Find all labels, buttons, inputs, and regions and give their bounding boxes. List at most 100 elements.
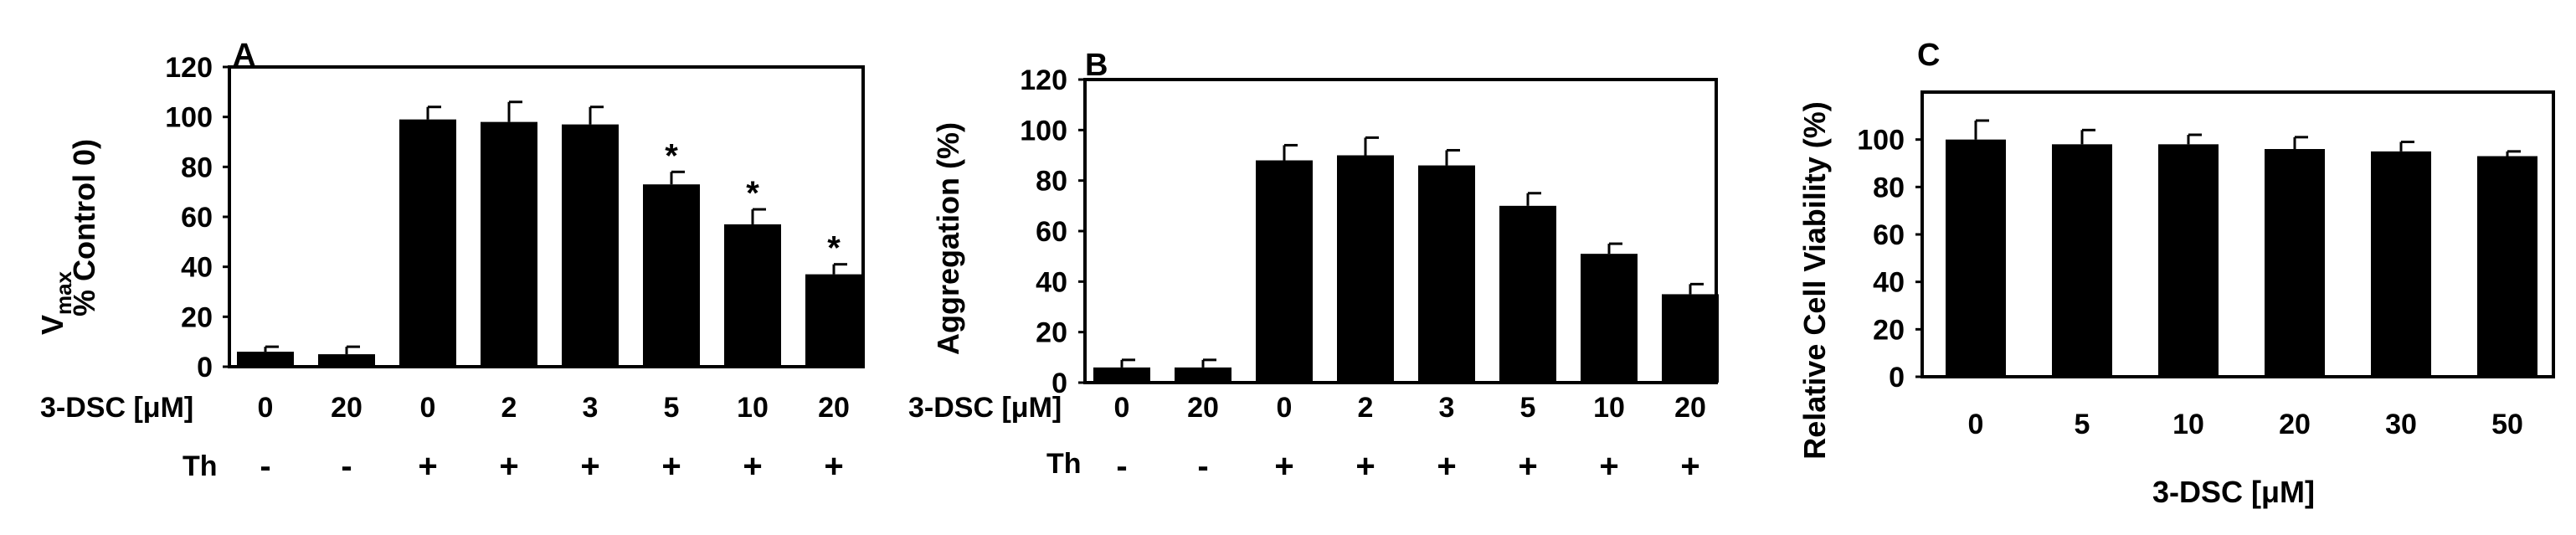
panel-c-y-tick-label: 20 [1873, 314, 1905, 346]
panel-c-y-tick-label: 80 [1873, 172, 1905, 203]
panel-b-bar [1662, 294, 1719, 383]
panel-c-y-tick-label: 0 [1889, 362, 1905, 394]
panel-b-th-symbol: - [1197, 448, 1208, 485]
panel-b-x-tick-label: 10 [1593, 392, 1625, 424]
panel-a-significance-mark: * [827, 230, 841, 267]
panel-a-th-symbol: - [341, 448, 352, 485]
panel-c-y-tick-label: 100 [1857, 125, 1905, 157]
panel-c-bar [2158, 144, 2219, 378]
panel-b-x-tick-label: 3 [1439, 392, 1455, 424]
panel-a-bar [399, 119, 456, 367]
panel-b-y-tick-label: 80 [1036, 166, 1067, 198]
panel-a-th-symbol: + [824, 448, 843, 485]
panel-b-th-symbol: + [1355, 448, 1375, 485]
panel-b-x-tick-label: 20 [1674, 392, 1706, 424]
panel-c-xlabel: 3-DSC [μM] [2152, 475, 2315, 509]
panel-a-x-tick-label: 5 [664, 392, 680, 424]
panel-c-marks: 0 20 40 60 80 100 0 5 10 20 30 50 [1857, 90, 2555, 440]
panel-a-bar [237, 352, 294, 367]
panel-b-y-tick-label: 100 [1020, 115, 1067, 147]
panel-b-marks: 0 20 40 60 80 100 120 0 - 20 - 0 +2 +3 +5 +10 +20 + [1020, 64, 1719, 485]
panel-c-x-tick-label: 10 [2172, 409, 2204, 440]
panel-b-y-tick-label: 20 [1036, 317, 1067, 349]
panel-b-x-tick-label: 20 [1187, 392, 1219, 424]
panel-c: C Relative Cell Viability (%) 3-DSC [μM]… [1797, 38, 2555, 509]
panel-a-x-tick-label: 3 [583, 392, 599, 424]
panel-b: B Aggregation (%) 3-DSC [μM] Th 02040608… [908, 48, 1719, 485]
panel-a-bar [318, 354, 375, 367]
panel-c-x-tick-label: 20 [2279, 409, 2311, 440]
panel-c-x-tick-label: 50 [2491, 409, 2523, 440]
panel-b-bar [1256, 160, 1313, 383]
panel-a-x-tick-label: 20 [331, 392, 362, 424]
panel-a-bar [562, 124, 619, 367]
panel-a-x-tick-label: 20 [818, 392, 850, 424]
panel-b-bar [1418, 165, 1475, 383]
panel-c-x-tick-label: 0 [1968, 409, 1984, 440]
panel-a-marks: 0 20 40 60 80 100 120 0 - 20 - 0 +2 +3 + * 5 + * 10 + * 20 + [165, 52, 865, 485]
panel-c-x-tick-label: 30 [2385, 409, 2417, 440]
panel-a-bar [481, 121, 537, 367]
panel-b-bar [1499, 205, 1556, 383]
panel-c-label: C [1917, 38, 1940, 73]
panel-c-x-tick-label: 5 [2075, 409, 2090, 440]
panel-a-bar [724, 224, 781, 367]
panel-a-th-symbol: - [260, 448, 270, 485]
panel-b-bar [1581, 254, 1638, 383]
panel-a-th-symbol: + [499, 448, 518, 485]
panel-b-label: B [1085, 48, 1108, 83]
panel-a-y-tick-label: 40 [181, 252, 213, 284]
panel-b-th-symbol: + [1518, 448, 1537, 485]
panel-a-x-tick-label: 2 [501, 392, 517, 424]
panel-b-th-row-label: Th [1046, 448, 1082, 480]
panel-c-bar [2477, 156, 2537, 377]
panel-b-x-tick-label: 5 [1520, 392, 1536, 424]
panel-a-ylabel-line2: % Control 0) [67, 139, 101, 316]
panel-b-dose-row-label: 3-DSC [μM] [908, 392, 1062, 424]
panel-c-y-tick-label: 60 [1873, 219, 1905, 251]
panel-c-bar [2371, 151, 2431, 378]
panel-b-ylabel: Aggregation (%) [931, 122, 965, 355]
panel-b-x-tick-label: 0 [1114, 392, 1130, 424]
panel-b-th-symbol: - [1116, 448, 1127, 485]
panel-c-bar [2265, 149, 2325, 377]
panel-b-bar [1093, 367, 1150, 383]
panel-a-dose-row-label: 3-DSC [μM] [40, 392, 193, 424]
panel-c-bar [2052, 144, 2112, 378]
panel-a-y-tick-label: 120 [165, 52, 213, 84]
panel-a-y-tick-label: 60 [181, 202, 213, 234]
panel-a-th-symbol: + [661, 448, 681, 485]
panel-c-y-tick-label: 40 [1873, 267, 1905, 299]
panel-b-y-tick-label: 40 [1036, 266, 1067, 298]
panel-a-y-tick-label: 20 [181, 301, 213, 333]
panel-a-bar [643, 184, 700, 367]
panel-a-x-tick-label: 0 [258, 392, 274, 424]
panel-a-x-tick-label: 10 [737, 392, 769, 424]
panel-a-th-symbol: + [418, 448, 437, 485]
panel-b-bar [1175, 367, 1231, 383]
panel-a-y-tick-label: 100 [165, 102, 213, 134]
panel-c-plot-frame [1920, 90, 2555, 378]
panel-a-y-tick-label: 80 [181, 152, 213, 183]
panel-b-y-tick-label: 120 [1020, 64, 1067, 96]
panel-c-bar [1946, 139, 2006, 377]
panel-a-x-tick-label: 0 [420, 392, 436, 424]
panel-b-th-symbol: + [1680, 448, 1699, 485]
panel-a: A Vmax % Control 0) 3-DSC [μM] Th 020406… [35, 38, 865, 485]
panel-a-bar [805, 274, 862, 367]
panel-b-th-symbol: + [1599, 448, 1618, 485]
panel-a-significance-mark: * [746, 175, 759, 212]
panel-a-significance-mark: * [665, 137, 678, 174]
panel-a-y-tick-label: 0 [197, 352, 213, 383]
panel-a-th-symbol: + [743, 448, 762, 485]
panel-b-x-tick-label: 2 [1358, 392, 1374, 424]
panel-b-y-tick-label: 0 [1051, 368, 1067, 399]
panel-a-ylabel: Vmax [35, 270, 76, 335]
panel-b-bar [1337, 155, 1394, 383]
panel-b-th-symbol: + [1274, 448, 1293, 485]
panel-c-ylabel: Relative Cell Viability (%) [1797, 101, 1832, 459]
panel-a-th-symbol: + [580, 448, 599, 485]
panel-a-th-row-label: Th [183, 450, 218, 482]
panel-b-y-tick-label: 60 [1036, 216, 1067, 248]
